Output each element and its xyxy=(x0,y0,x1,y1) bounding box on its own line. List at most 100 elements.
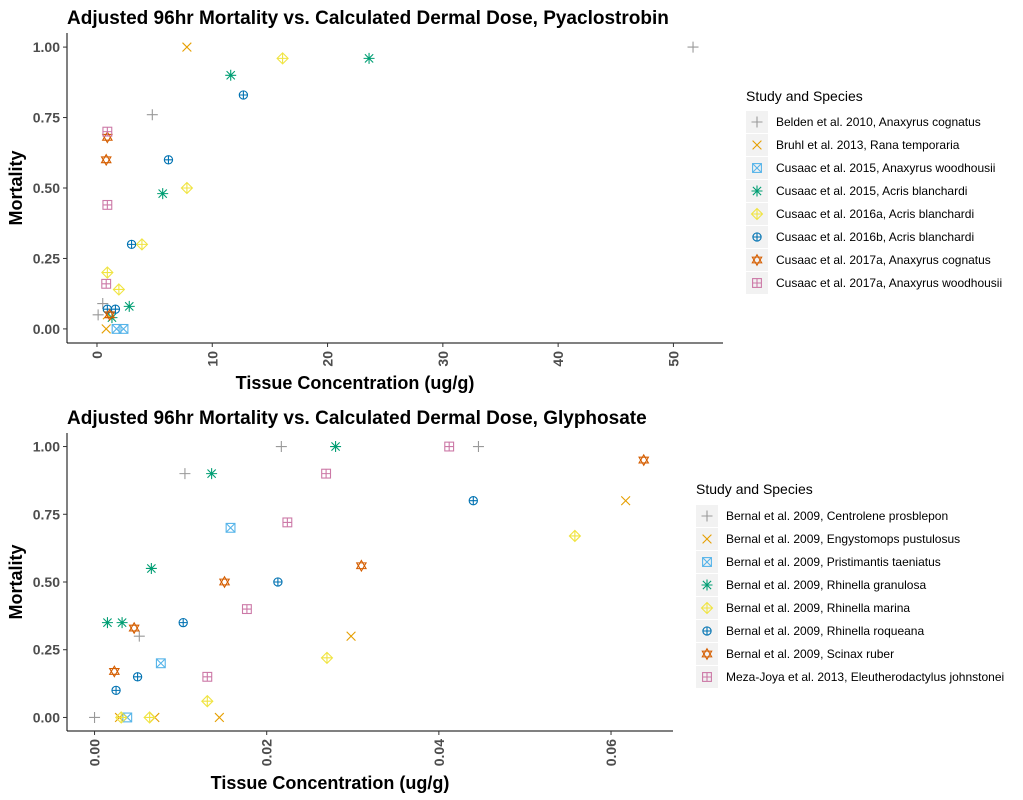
data-point xyxy=(126,239,137,250)
data-point xyxy=(110,304,121,314)
data-point xyxy=(321,468,332,479)
series-4 xyxy=(106,52,375,324)
legend-item: Bernal et al. 2009, Pristimantis taeniat… xyxy=(696,551,941,573)
data-point xyxy=(118,323,129,334)
legend-label: Meza-Joya et al. 2013, Eleutherodactylus… xyxy=(726,670,1004,684)
legend-item: Belden et al. 2010, Anaxyrus cognatus xyxy=(746,111,981,133)
legend-title: Study and Species xyxy=(696,481,813,497)
y-tick-label: 0.25 xyxy=(33,250,60,266)
data-point xyxy=(128,621,140,635)
data-point xyxy=(102,126,113,137)
y-tick-label: 0.50 xyxy=(33,180,60,196)
legend-key xyxy=(752,232,762,242)
legend-label: Bernal et al. 2009, Scinax ruber xyxy=(726,647,894,661)
legend-label: Bernal et al. 2009, Rhinella granulosa xyxy=(726,578,926,592)
legend: Study and Species Bernal et al. 2009, Cen… xyxy=(696,481,1004,688)
x-tick-label: 0.02 xyxy=(259,739,275,766)
data-point xyxy=(111,685,121,696)
x-tick-label: 20 xyxy=(320,351,336,367)
legend-key xyxy=(751,116,763,128)
data-point xyxy=(145,562,157,574)
legend-key xyxy=(752,278,762,288)
data-point xyxy=(638,453,650,467)
data-point xyxy=(101,278,112,289)
x-tick-label: 40 xyxy=(550,351,566,367)
data-point xyxy=(92,309,104,321)
legend-key xyxy=(702,557,712,567)
y-tick-label: 0.00 xyxy=(33,321,60,337)
data-point xyxy=(155,658,166,669)
legend: Study and Species Belden et al. 2010, Ana… xyxy=(746,88,1002,294)
legend-item: Bernal et al. 2009, Centrolene prosblepo… xyxy=(696,505,948,527)
legend-key xyxy=(701,647,713,661)
x-tick-label: 30 xyxy=(435,351,451,367)
data-point xyxy=(163,155,174,165)
series-5 xyxy=(101,52,289,296)
data-point xyxy=(180,181,194,195)
data-point xyxy=(241,604,252,615)
x-tick-label: 0.06 xyxy=(603,739,619,766)
pyraclostrobin-chart: Adjusted 96hr Mortality vs. Calculated D… xyxy=(6,8,1002,393)
data-point xyxy=(238,90,249,100)
legend-item: Cusaac et al. 2017a, Anaxyrus woodhousii xyxy=(746,272,1002,294)
data-point xyxy=(346,631,356,641)
y-tick-label: 0.75 xyxy=(33,506,60,522)
data-point xyxy=(687,41,699,53)
series-6 xyxy=(111,496,478,696)
data-point xyxy=(355,559,368,573)
data-point xyxy=(214,712,225,723)
legend-key xyxy=(752,163,762,173)
data-point xyxy=(116,617,128,629)
y-tick-label: 0.00 xyxy=(33,709,60,725)
y-tick-label: 0.50 xyxy=(33,574,60,590)
legend-item: Bernal et al. 2009, Scinax ruber xyxy=(696,643,894,665)
data-point xyxy=(112,283,126,296)
legend-key xyxy=(701,579,713,591)
y-tick-label: 0.75 xyxy=(33,110,60,126)
data-point xyxy=(225,69,237,81)
data-point xyxy=(201,694,214,708)
x-tick-label: 0.00 xyxy=(87,739,103,766)
legend-key-background xyxy=(696,643,718,665)
data-point xyxy=(282,517,293,528)
data-point xyxy=(135,238,149,251)
legend-label: Cusaac et al. 2016b, Acris blanchardi xyxy=(776,230,974,244)
data-point xyxy=(276,52,289,65)
legend-item: Meza-Joya et al. 2013, Eleutherodactylus… xyxy=(696,666,1004,688)
data-point xyxy=(330,441,342,453)
series-1 xyxy=(89,441,484,723)
legend-key xyxy=(702,626,712,636)
series-6 xyxy=(102,90,249,314)
data-point xyxy=(102,199,113,210)
legend-label: Bernal et al. 2009, Rhinella roqueana xyxy=(726,624,924,638)
legend-item: Bernal et al. 2009, Rhinella roqueana xyxy=(696,620,924,642)
data-point xyxy=(108,665,120,678)
legend-item: Cusaac et al. 2015, Anaxyrus woodhousii xyxy=(746,157,995,179)
data-point xyxy=(472,441,484,453)
legend-key xyxy=(751,185,763,197)
data-point xyxy=(89,711,101,723)
data-point xyxy=(101,266,114,279)
data-point xyxy=(182,42,192,52)
chart-title: Adjusted 96hr Mortality vs. Calculated D… xyxy=(67,408,647,429)
series-7 xyxy=(100,130,116,322)
legend-key-background xyxy=(746,249,768,271)
data-point xyxy=(146,109,158,121)
data-point xyxy=(132,672,143,682)
data-point xyxy=(157,188,169,200)
series-4 xyxy=(101,441,342,629)
legend-label: Cusaac et al. 2017a, Anaxyrus cognatus xyxy=(776,253,991,267)
data-point xyxy=(123,300,135,312)
data-point xyxy=(273,577,283,587)
legend-key xyxy=(752,140,762,150)
data-point xyxy=(178,617,188,628)
data-point xyxy=(114,711,128,724)
x-axis-title: Tissue Concentration (ug/g) xyxy=(211,773,450,793)
data-point xyxy=(143,711,156,724)
series-8 xyxy=(101,126,113,289)
data-point xyxy=(101,617,113,629)
x-tick-label: 50 xyxy=(665,351,681,367)
data-point xyxy=(620,495,631,506)
legend-label: Bernal et al. 2009, Pristimantis taeniat… xyxy=(726,555,941,569)
y-tick-label: 0.25 xyxy=(33,642,60,658)
